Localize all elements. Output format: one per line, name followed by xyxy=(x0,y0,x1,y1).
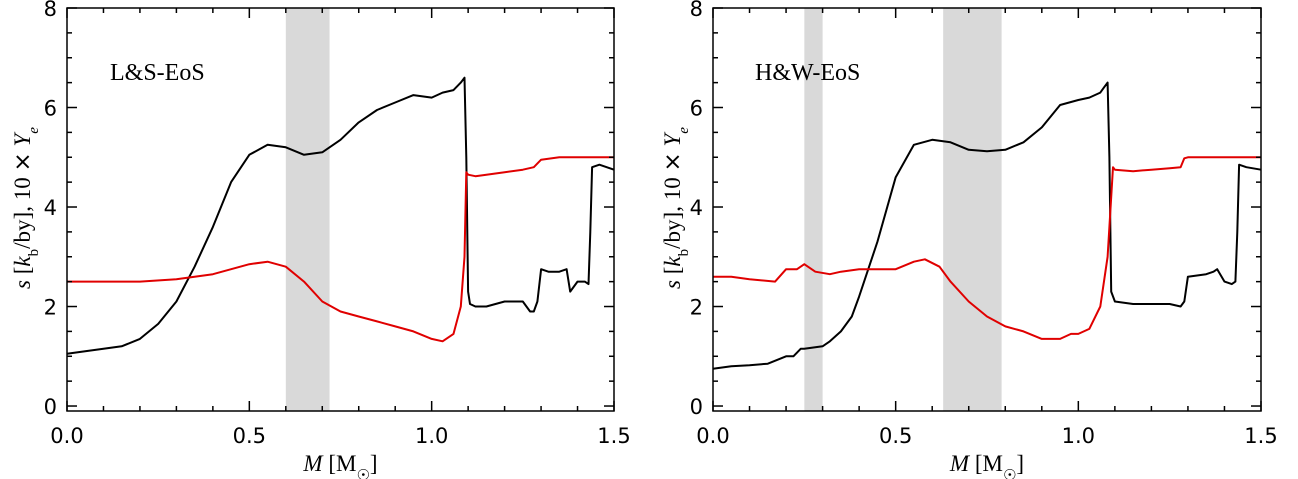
shaded-region xyxy=(804,8,823,411)
x-tick-label: 1.5 xyxy=(1244,424,1277,448)
y-tick-label: 0 xyxy=(44,395,57,419)
chart-panel-left: 0.0 0.5 1.0 1.5 0 2 4 6 8 L&S-EoS M [M☉] s [kb/by],… xyxy=(10,0,631,479)
x-tick-label: 0.0 xyxy=(696,424,729,448)
x-axis-title: M [M☉] xyxy=(949,451,1024,479)
electron-fraction-line xyxy=(713,156,1261,340)
x-axis-title: M [M☉] xyxy=(302,451,377,479)
y-tick-label: 0 xyxy=(690,395,703,419)
shaded-region xyxy=(943,8,1002,411)
y-axis-title: s [kb/by], 10 × Ye xyxy=(10,127,42,289)
panel-label: H&W-EoS xyxy=(755,60,860,86)
panel-label: L&S-EoS xyxy=(110,60,205,86)
x-tick-label: 1.0 xyxy=(1062,424,1095,448)
y-tick-label: 4 xyxy=(44,196,57,220)
entropy-line xyxy=(712,81,1262,370)
x-tick-label: 0.0 xyxy=(50,424,83,448)
y-tick-label: 8 xyxy=(44,0,57,21)
x-tick-label: 1.5 xyxy=(597,424,630,448)
chart-panel-right: 0.0 0.5 1.0 1.5 0 2 4 6 8 H&W-EoS M [M☉] s [kb/by],… xyxy=(660,0,1278,479)
x-tick-label: 0.5 xyxy=(879,424,912,448)
y-tick-label: 6 xyxy=(44,97,57,121)
electron-fraction-line xyxy=(67,156,614,343)
x-tick-label: 1.0 xyxy=(415,424,448,448)
y-tick-label: 2 xyxy=(44,296,57,320)
y-tick-label: 8 xyxy=(690,0,703,21)
y-tick-label: 2 xyxy=(690,296,703,320)
y-tick-label: 4 xyxy=(690,196,703,220)
y-tick-label: 6 xyxy=(690,97,703,121)
shaded-region xyxy=(285,8,330,411)
y-axis-title: s [kb/by], 10 × Ye xyxy=(660,127,692,289)
x-tick-label: 0.5 xyxy=(233,424,266,448)
plot-frame xyxy=(712,7,1262,412)
entropy-line xyxy=(66,76,615,355)
plot-frame xyxy=(66,7,615,412)
